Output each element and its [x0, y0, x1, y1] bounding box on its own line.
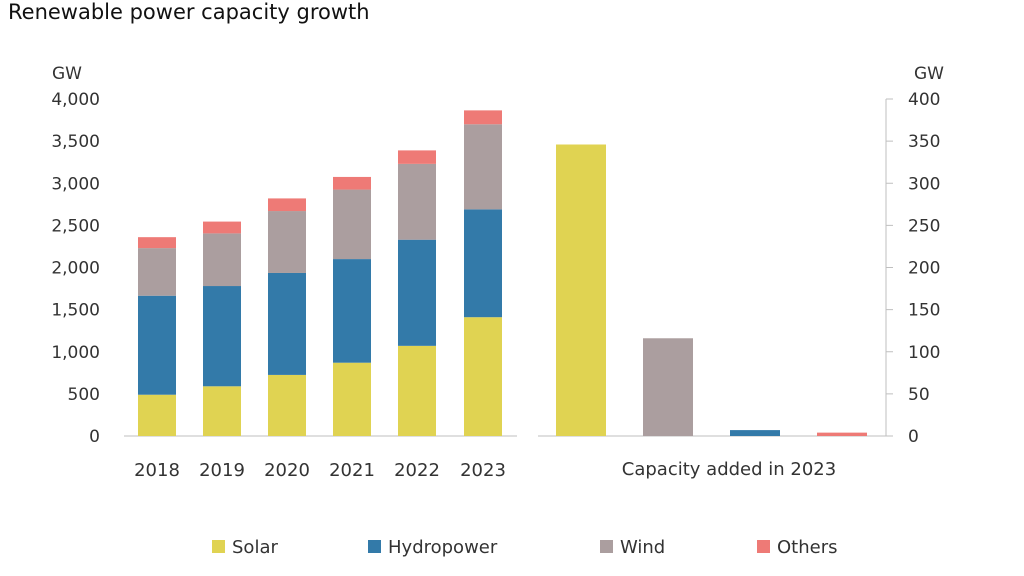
bar-solar-2022 [398, 345, 436, 436]
bar-wind-2018 [138, 248, 176, 296]
right-y-tick-label: 100 [908, 343, 940, 363]
bar-hydropower-2020 [268, 272, 306, 375]
legend-label-solar: Solar [232, 537, 278, 558]
bar-others-2019 [203, 221, 241, 234]
bar-others-2020 [268, 198, 306, 212]
bar-others-2021 [333, 176, 371, 190]
bar-wind-2023 [464, 124, 502, 210]
legend-swatch-solar [212, 540, 225, 553]
left-x-tick-label: 2021 [329, 460, 375, 481]
legend-label-others: Others [777, 537, 838, 558]
left-y-tick-label: 3,500 [51, 132, 100, 152]
bar-added-2023-solar [556, 144, 606, 436]
bar-solar-2018 [138, 394, 176, 436]
bar-solar-2023 [464, 317, 502, 436]
bar-hydropower-2018 [138, 295, 176, 395]
left-y-tick-label: 2,500 [51, 216, 100, 236]
right-y-tick-label: 300 [908, 174, 940, 194]
bar-hydropower-2021 [333, 259, 371, 363]
left-y-tick-label: 2,000 [51, 259, 100, 279]
legend-label-wind: Wind [620, 537, 665, 558]
left-x-tick-label: 2022 [394, 460, 440, 481]
left-y-unit-label: GW [52, 64, 82, 84]
bar-added-2023-hydropower [730, 430, 780, 436]
legend-swatch-others [757, 540, 770, 553]
right-y-tick-label: 250 [908, 216, 940, 236]
bar-wind-2022 [398, 163, 436, 240]
legend-swatch-wind [600, 540, 613, 553]
bar-wind-2020 [268, 211, 306, 273]
left-y-tick-label: 3,000 [51, 174, 100, 194]
bar-others-2023 [464, 110, 502, 125]
left-y-tick-label: 0 [89, 427, 100, 447]
bar-solar-2020 [268, 374, 306, 436]
left-x-tick-label: 2023 [460, 460, 506, 481]
chart-title: Renewable power capacity growth [8, 0, 370, 24]
bar-wind-2021 [333, 189, 371, 260]
legend-swatch-hydropower [368, 540, 381, 553]
right-y-tick-label: 50 [908, 385, 930, 405]
right-x-axis-label: Capacity added in 2023 [622, 459, 836, 480]
left-x-tick-label: 2018 [134, 460, 180, 481]
bar-added-2023-others [817, 432, 867, 436]
left-y-tick-label: 4,000 [51, 90, 100, 110]
right-y-tick-label: 350 [908, 132, 940, 152]
bar-hydropower-2023 [464, 209, 502, 318]
left-y-tick-label: 1,500 [51, 301, 100, 321]
right-y-tick-label: 200 [908, 259, 940, 279]
bar-wind-2019 [203, 233, 241, 287]
bar-others-2018 [138, 237, 176, 249]
left-y-tick-label: 1,000 [51, 343, 100, 363]
left-x-tick-label: 2020 [264, 460, 310, 481]
bar-hydropower-2022 [398, 239, 436, 346]
legend-label-hydropower: Hydropower [388, 537, 498, 558]
bar-added-2023-wind [643, 338, 693, 436]
left-x-tick-label: 2019 [199, 460, 245, 481]
right-y-tick-label: 400 [908, 90, 940, 110]
right-y-tick-label: 0 [908, 427, 919, 447]
bar-hydropower-2019 [203, 286, 241, 387]
bar-solar-2019 [203, 386, 241, 436]
bar-solar-2021 [333, 362, 371, 436]
bar-others-2022 [398, 150, 436, 164]
left-y-tick-label: 500 [68, 385, 100, 405]
right-y-unit-label: GW [914, 64, 944, 84]
right-y-tick-label: 150 [908, 301, 940, 321]
